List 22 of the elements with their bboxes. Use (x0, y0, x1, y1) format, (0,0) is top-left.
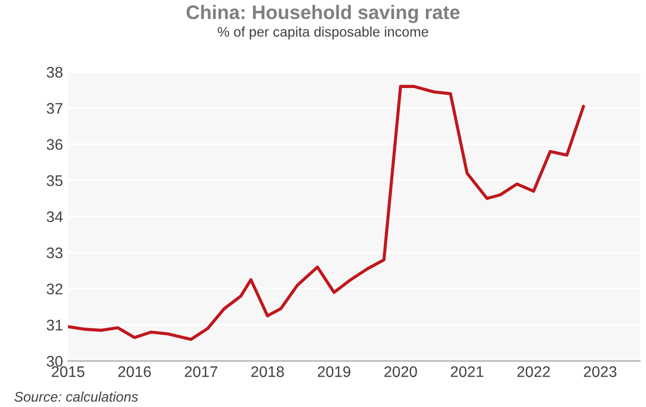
chart-title: China: Household saving rate (186, 4, 460, 24)
y-tick-label: 34 (46, 211, 63, 222)
y-tick-label: 31 (46, 320, 62, 331)
y-tick-label: 30 (46, 356, 63, 367)
x-tick-label: 2015 (52, 366, 84, 378)
y-tick-label: 33 (46, 247, 62, 258)
y-tick-label: 38 (46, 66, 62, 78)
x-tick-label: 2018 (251, 366, 284, 378)
x-tick-label: 2019 (318, 366, 350, 378)
line-series (68, 84, 585, 341)
x-tick-label: 2021 (450, 366, 484, 378)
y-tick-label: 35 (46, 175, 62, 186)
x-tick-label: 2022 (517, 366, 550, 378)
y-tick-label: 32 (46, 284, 62, 294)
y-tick-label: 36 (46, 139, 62, 150)
x-tick-label: 2023 (584, 366, 616, 378)
y-tick-label: 37 (46, 102, 62, 114)
x-tick-label: 2016 (118, 366, 151, 378)
chart-subtitle: % of per capita disposable income (218, 26, 428, 40)
x-tick-label: 2020 (384, 366, 417, 378)
x-tick-label: 2017 (184, 366, 218, 378)
source-note: Source: calculations (14, 392, 138, 402)
